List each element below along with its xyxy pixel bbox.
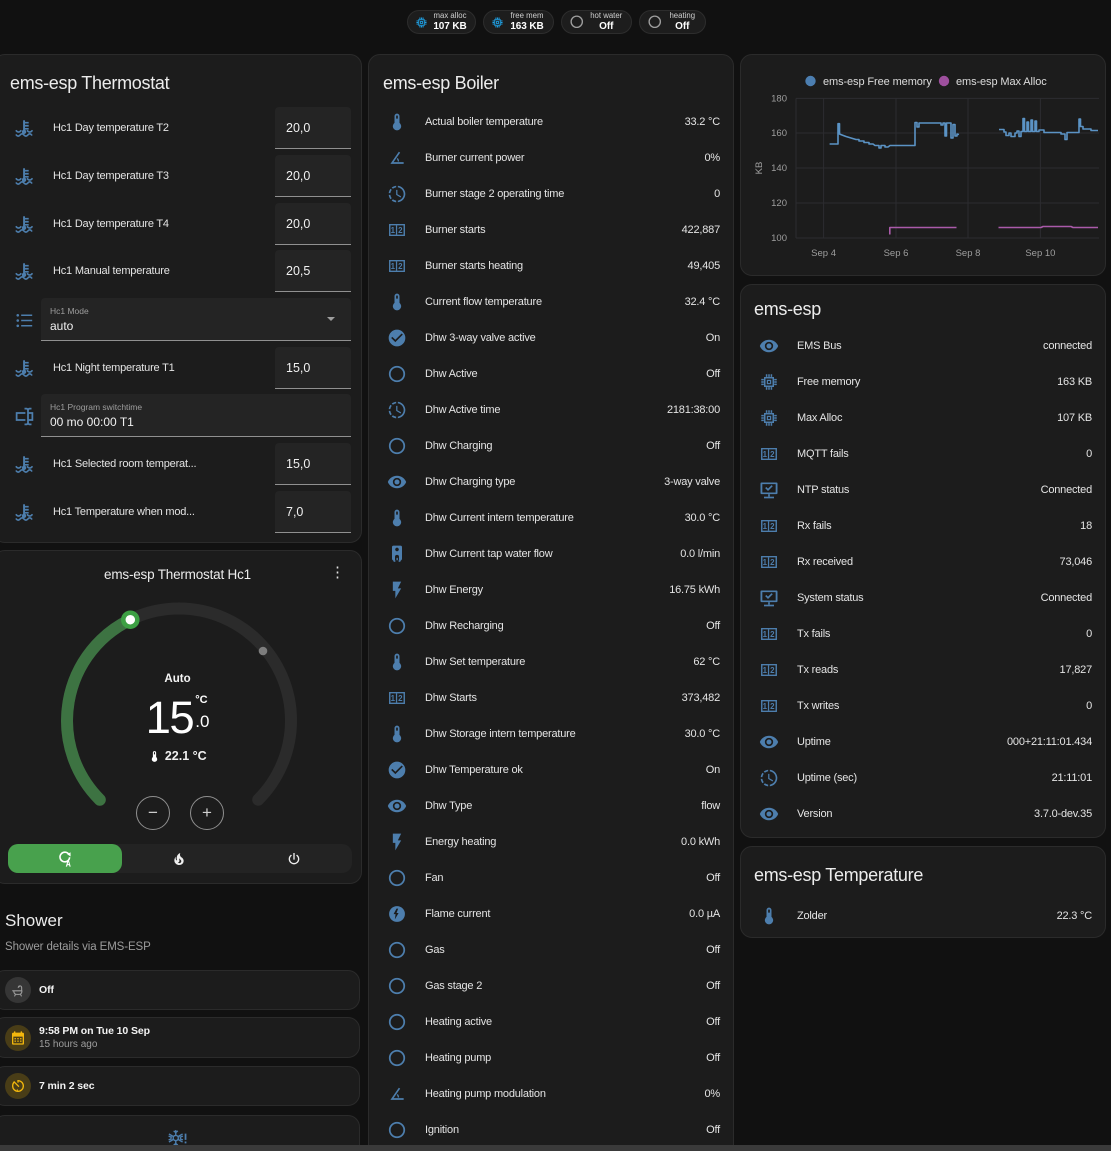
svg-text:1: 1 [763, 450, 768, 459]
svg-text:180: 180 [771, 94, 787, 105]
svg-text:Sep 8: Sep 8 [956, 248, 981, 259]
svg-text:Sep 6: Sep 6 [884, 248, 909, 259]
svg-text:160: 160 [771, 128, 787, 139]
svg-text:120: 120 [771, 198, 787, 209]
svg-text:2: 2 [770, 522, 775, 531]
svg-text:2: 2 [770, 558, 775, 567]
svg-text:1: 1 [763, 522, 768, 531]
svg-text:2: 2 [398, 226, 403, 235]
svg-text:1: 1 [391, 694, 396, 703]
svg-text:Sep 4: Sep 4 [811, 248, 836, 259]
svg-text:100: 100 [771, 233, 787, 244]
svg-text:1: 1 [763, 558, 768, 567]
svg-text:1: 1 [763, 702, 768, 711]
svg-text:2: 2 [770, 450, 775, 459]
svg-text:KB: KB [754, 162, 765, 175]
svg-text:1: 1 [763, 630, 768, 639]
svg-text:2: 2 [770, 702, 775, 711]
svg-text:ems-esp Max Alloc: ems-esp Max Alloc [956, 76, 1047, 88]
svg-text:2: 2 [398, 694, 403, 703]
svg-text:Sep 10: Sep 10 [1025, 248, 1055, 259]
svg-text:2: 2 [398, 262, 403, 271]
svg-text:140: 140 [771, 163, 787, 174]
svg-text:1: 1 [391, 226, 396, 235]
svg-text:1: 1 [391, 262, 396, 271]
svg-text:ems-esp Free memory: ems-esp Free memory [823, 76, 932, 88]
svg-text:2: 2 [770, 666, 775, 675]
svg-text:2: 2 [770, 630, 775, 639]
svg-text:1: 1 [763, 666, 768, 675]
